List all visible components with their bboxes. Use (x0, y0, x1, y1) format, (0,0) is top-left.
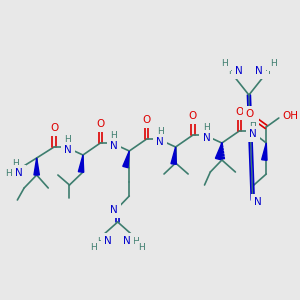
Text: H: H (132, 236, 138, 245)
Polygon shape (262, 143, 267, 160)
Polygon shape (220, 152, 224, 153)
Text: O: O (189, 111, 197, 121)
Text: H: H (249, 119, 256, 128)
Polygon shape (220, 154, 224, 156)
Text: H: H (97, 236, 104, 245)
Text: O: O (142, 115, 151, 125)
Text: H: H (12, 160, 19, 169)
Polygon shape (219, 157, 224, 159)
Text: H: H (270, 59, 276, 68)
Text: H: H (90, 244, 97, 253)
Polygon shape (34, 158, 39, 175)
Text: N: N (202, 133, 210, 143)
Polygon shape (221, 143, 222, 145)
Polygon shape (215, 143, 222, 160)
Text: H: H (110, 131, 117, 140)
Text: H: H (138, 244, 145, 253)
Text: H: H (64, 136, 71, 145)
Text: N: N (124, 236, 131, 246)
Text: H: H (157, 128, 164, 136)
Text: N: N (255, 66, 262, 76)
Text: N: N (104, 236, 112, 246)
Text: N: N (64, 145, 71, 155)
Polygon shape (78, 155, 84, 172)
Text: O: O (96, 119, 104, 129)
Text: H: H (221, 59, 228, 68)
Text: N: N (236, 66, 243, 76)
Text: N: N (110, 205, 118, 215)
Text: N: N (110, 141, 118, 151)
Text: O: O (235, 107, 243, 117)
Text: H: H (5, 169, 12, 178)
Text: N: N (254, 197, 262, 207)
Text: N: N (249, 129, 256, 139)
Polygon shape (123, 151, 129, 168)
Text: OH: OH (283, 111, 299, 121)
Polygon shape (220, 149, 223, 150)
Text: N: N (15, 168, 23, 178)
Text: H: H (228, 67, 235, 76)
Text: H: H (203, 124, 210, 133)
Text: H: H (263, 67, 270, 76)
Polygon shape (221, 146, 223, 147)
Polygon shape (171, 147, 176, 164)
Text: O: O (50, 123, 58, 133)
Text: N: N (156, 137, 164, 147)
Text: O: O (246, 109, 254, 119)
